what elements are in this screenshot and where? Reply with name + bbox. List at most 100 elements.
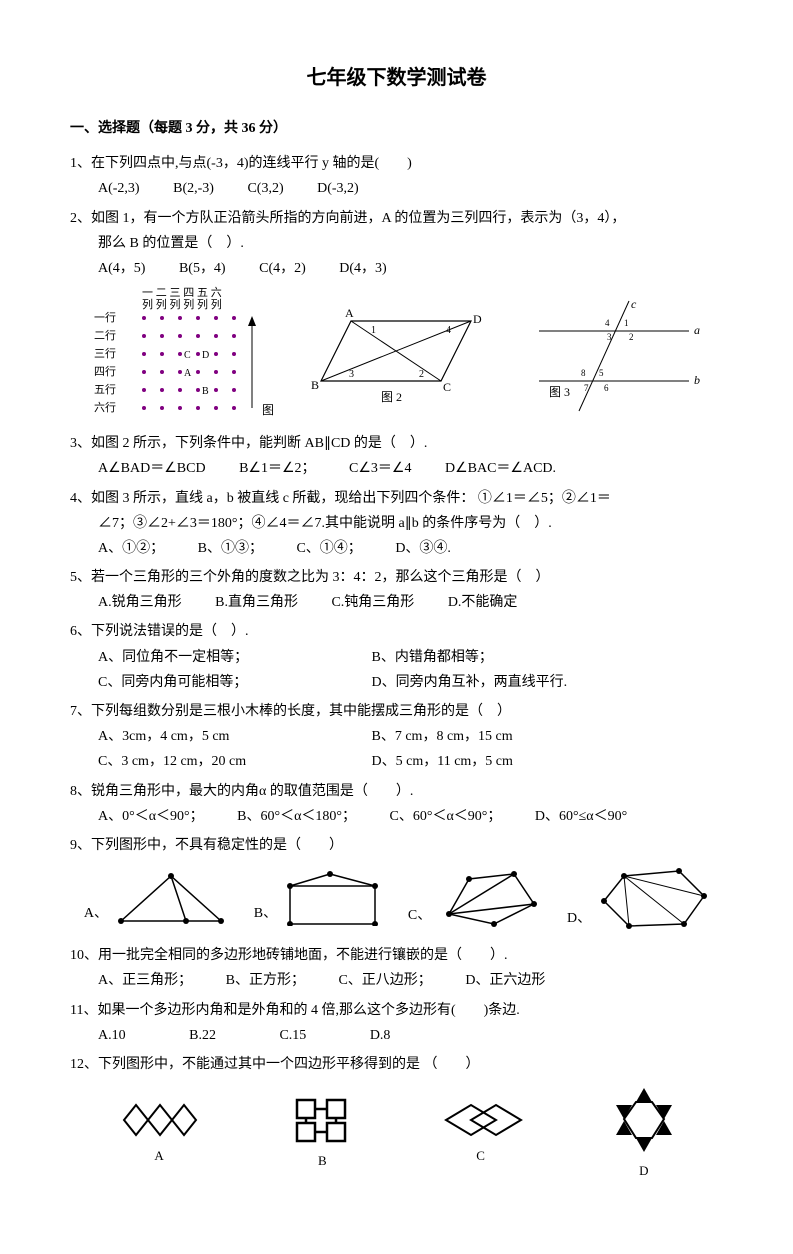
question-2: 2、如图 1，有一个方队正沿箭头所指的方向前进，A 的位置为三列四行，表示为（3… — [70, 206, 723, 282]
figure-3: a b c 1 2 3 4 5 6 7 8 图 3 — [529, 296, 709, 416]
q6-text: 6、下列说法错误的是（ ）. — [70, 619, 723, 644]
fig1-cols2: 列 列 列 列 列 列 — [142, 297, 222, 311]
q7-text: 7、下列每组数分别是三根小木棒的长度，其中能摆成三角形的是（ ） — [70, 699, 723, 724]
q4-opt-c: C、①④； — [296, 536, 361, 561]
figure-2: A D B C 1 4 3 2 图 2 — [301, 301, 501, 411]
figure-1: 一 二 三 四 五 六 列 列 列 列 列 列 一行 二行 三行 四行 五行 六… — [84, 286, 274, 426]
q12-label-b: B — [318, 1149, 327, 1172]
q11-opt-a: A.10 — [98, 1023, 126, 1048]
fig1-cols: 一 二 三 四 五 六 — [142, 286, 222, 299]
question-3: 3、如图 2 所示，下列条件中，能判断 AB∥CD 的是（ ）. A∠BAD＝∠… — [70, 431, 723, 481]
fig3-7: 7 — [584, 383, 589, 393]
q5-text: 5、若一个三角形的三个外角的度数之比为 3：4：2，那么这个三角形是（ ） — [70, 565, 723, 590]
q5-options: A.锐角三角形 B.直角三角形 C.钝角三角形 D.不能确定 — [98, 590, 723, 615]
q12-shape-c: C — [436, 1100, 526, 1167]
question-5: 5、若一个三角形的三个外角的度数之比为 3：4：2，那么这个三角形是（ ） A.… — [70, 565, 723, 615]
q2-opt-d: D(4，3) — [339, 256, 386, 281]
fig3-8: 8 — [581, 368, 586, 378]
q7-opt-b: B、7 cm，8 cm，15 cm — [372, 724, 513, 749]
fig1-row3: 三行 — [94, 347, 116, 360]
question-6: 6、下列说法错误的是（ ）. A、同位角不一定相等； B、内错角都相等； C、同… — [70, 619, 723, 695]
q2-opt-a: A(4，5) — [98, 256, 145, 281]
q12-shape-a: A — [109, 1100, 209, 1167]
fig3-1: 1 — [624, 318, 629, 328]
fig3-a: a — [694, 323, 700, 337]
q1-opt-b: B(2,-3) — [173, 176, 214, 201]
q10-options: A、正三角形； B、正方形； C、正八边形； D、正六边形 — [98, 968, 723, 993]
fig1-c: C — [184, 350, 191, 361]
q9-shape-d: D、 — [567, 866, 709, 931]
fig2-3: 3 — [349, 369, 354, 380]
q4-line2: ∠7；③∠2+∠3＝180°；④∠4＝∠7.其中能说明 a∥b 的条件序号为（ … — [70, 511, 723, 536]
q10-text: 10、用一批完全相同的多边形地砖铺地面，不能进行镶嵌的是（ ）. — [70, 943, 723, 968]
q10-opt-b: B、正方形； — [226, 968, 305, 993]
q11-text: 11、如果一个多边形内角和是外角和的 4 倍,那么这个多边形有( )条边. — [70, 998, 723, 1023]
q6-opt-a: A、同位角不一定相等； — [98, 645, 338, 670]
q5-opt-a: A.锐角三角形 — [98, 590, 182, 615]
fig2-2: 2 — [419, 369, 424, 380]
q7-options: A、3cm，4 cm，5 cm B、7 cm，8 cm，15 cm C、3 cm… — [98, 724, 723, 774]
q2-line1: 2、如图 1，有一个方队正沿箭头所指的方向前进，A 的位置为三列四行，表示为（3… — [70, 206, 723, 231]
q7-opt-a: A、3cm，4 cm，5 cm — [98, 724, 338, 749]
q1-opt-c: C(3,2) — [247, 176, 283, 201]
q1-opt-d: D(-3,2) — [317, 176, 359, 201]
figures-row-1: 一 二 三 四 五 六 列 列 列 列 列 列 一行 二行 三行 四行 五行 六… — [70, 286, 723, 426]
fig1-a: A — [184, 368, 192, 379]
section-header: 一、选择题（每题 3 分，共 36 分） — [70, 116, 723, 141]
q9-label-a: A、 — [84, 901, 108, 926]
q4-opt-a: A、①②； — [98, 536, 164, 561]
q12-shape-d: D — [604, 1085, 684, 1182]
q10-opt-d: D、正六边形 — [465, 968, 545, 993]
q3-options: A∠BAD＝∠BCD B∠1＝∠2； C∠3＝∠4 D∠BAC＝∠ACD. — [98, 456, 723, 481]
fig1-row5: 五行 — [94, 383, 116, 396]
q10-opt-c: C、正八边形； — [338, 968, 431, 993]
q3-text: 3、如图 2 所示，下列条件中，能判断 AB∥CD 的是（ ）. — [70, 431, 723, 456]
question-7: 7、下列每组数分别是三根小木棒的长度，其中能摆成三角形的是（ ） A、3cm，4… — [70, 699, 723, 775]
q4-opt-d: D、③④. — [395, 536, 451, 561]
q3-opt-c: C∠3＝∠4 — [349, 456, 411, 481]
fig2-b: B — [311, 378, 319, 392]
q4-opt-b: B、①③； — [198, 536, 263, 561]
fig2-4: 4 — [446, 325, 451, 336]
fig3-b: b — [694, 373, 700, 387]
page-title: 七年级下数学测试卷 — [70, 60, 723, 96]
q2-opt-c: C(4，2) — [259, 256, 306, 281]
q6-opt-b: B、内错角都相等； — [372, 645, 493, 670]
q9-label-b: B、 — [254, 901, 277, 926]
fig3-4: 4 — [605, 318, 610, 328]
q8-opt-b: B、60°＜α＜180°； — [237, 804, 356, 829]
q5-opt-c: C.钝角三角形 — [331, 590, 414, 615]
q2-options: A(4，5) B(5，4) C(4，2) D(4，3) — [98, 256, 723, 281]
fig1-d: D — [202, 350, 209, 361]
q4-options: A、①②； B、①③； C、①④； D、③④. — [98, 536, 723, 561]
q1-opt-a: A(-2,3) — [98, 176, 140, 201]
fig1-b: B — [202, 386, 209, 397]
fig1-row1: 一行 — [94, 311, 116, 324]
question-12: 12、下列图形中，不能通过其中一个四边形平移得到的是 （ ） — [70, 1052, 723, 1077]
question-11: 11、如果一个多边形内角和是外角和的 4 倍,那么这个多边形有( )条边. A.… — [70, 998, 723, 1048]
fig3-c: c — [631, 297, 637, 311]
q10-opt-a: A、正三角形； — [98, 968, 192, 993]
fig1-row2: 二行 — [94, 329, 116, 342]
q1-text: 1、在下列四点中,与点(-3，4)的连线平行 y 轴的是( ) — [70, 151, 723, 176]
q3-opt-b: B∠1＝∠2； — [239, 456, 315, 481]
q7-opt-d: D、5 cm，11 cm，5 cm — [372, 749, 513, 774]
q6-opt-d: D、同旁内角互补，两直线平行. — [372, 670, 568, 695]
q6-opt-c: C、同旁内角可能相等； — [98, 670, 338, 695]
figure-1-svg: 一 二 三 四 五 六 列 列 列 列 列 列 一行 二行 三行 四行 五行 六… — [84, 286, 274, 426]
q11-opt-c: C.15 — [279, 1023, 306, 1048]
q7-opt-c: C、3 cm，12 cm，20 cm — [98, 749, 338, 774]
q12-shape-b: B — [287, 1095, 357, 1172]
fig3-6: 6 — [604, 383, 609, 393]
q9-shapes: A、 B、 C、 D、 — [70, 866, 723, 931]
question-1: 1、在下列四点中,与点(-3，4)的连线平行 y 轴的是( ) A(-2,3) … — [70, 151, 723, 201]
question-8: 8、锐角三角形中，最大的内角α 的取值范围是（ ）. A、0°＜α＜90°； B… — [70, 779, 723, 829]
q3-opt-d: D∠BAC＝∠ACD. — [445, 456, 556, 481]
fig1-caption: 图 1 — [262, 403, 274, 417]
fig2-a: A — [345, 306, 354, 320]
fig2-d: D — [473, 312, 482, 326]
question-4: 4、如图 3 所示，直线 a，b 被直线 c 所截，现给出下列四个条件： ①∠1… — [70, 486, 723, 562]
q12-label-d: D — [639, 1159, 648, 1182]
q8-opt-c: C、60°＜α＜90°； — [390, 804, 502, 829]
q12-label-a: A — [154, 1144, 163, 1167]
